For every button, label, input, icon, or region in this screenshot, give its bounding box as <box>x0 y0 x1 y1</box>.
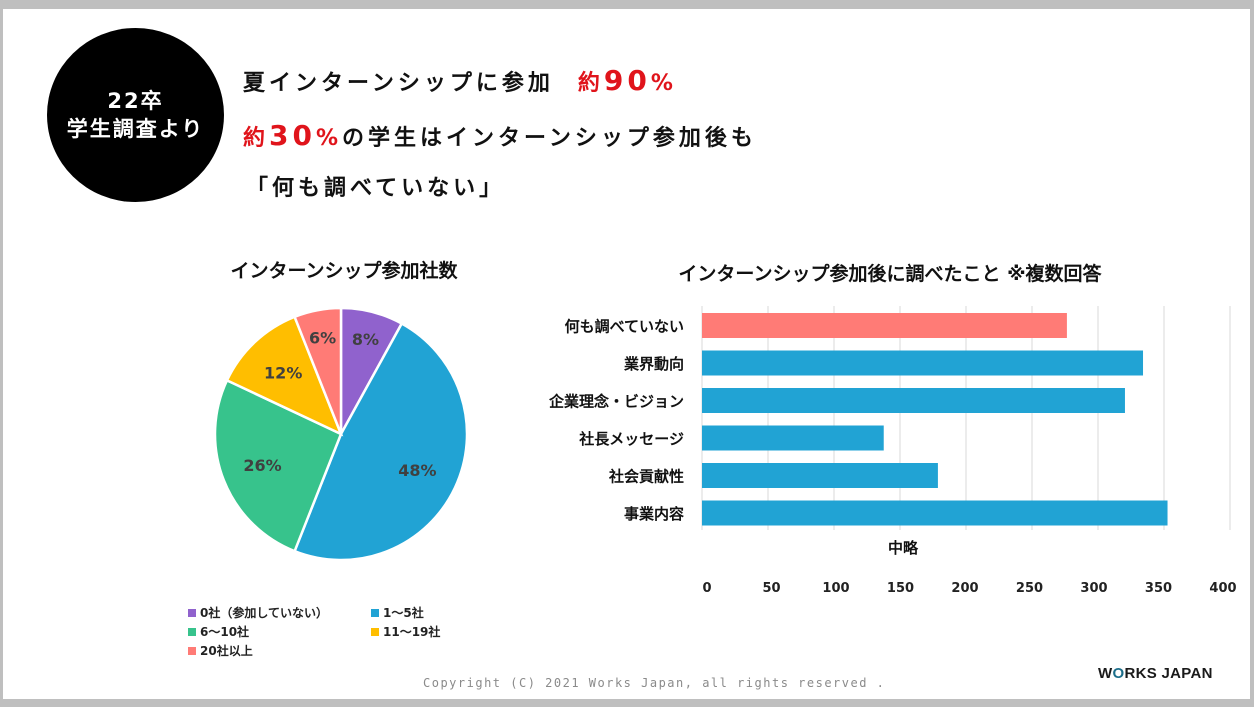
x-tick-label: 0 <box>702 581 711 596</box>
legend-swatch <box>371 608 379 617</box>
pie-data-label: 26% <box>243 456 281 475</box>
pie-data-label: 6% <box>309 328 336 347</box>
pie-slice <box>213 378 343 553</box>
legend-item: 20社以上 <box>188 642 253 659</box>
bar-category-label: 社会貢献性 <box>608 468 684 486</box>
pie-data-label: 8% <box>352 330 379 349</box>
headline-line1-stat: 約90% <box>577 64 677 97</box>
pie-slice <box>292 306 343 435</box>
works-japan-logo: WORKS JAPAN <box>1098 665 1213 682</box>
x-tick-label: 200 <box>951 581 978 596</box>
x-tick-label: 250 <box>1016 581 1043 596</box>
legend-swatch <box>188 608 196 617</box>
headline-line1: 夏インターンシップに参加 約90% <box>243 64 677 97</box>
legend-label: 1〜5社 <box>383 606 424 620</box>
bar <box>702 500 1168 526</box>
legend-swatch <box>188 627 196 636</box>
legend-item: 0社（参加していない） <box>188 604 328 621</box>
bar <box>702 350 1144 376</box>
bar-category-label: 業界動向 <box>623 355 684 373</box>
legend-item: 6〜10社 <box>188 623 249 640</box>
bar-category-label: 事業内容 <box>624 505 684 523</box>
legend-label: 11〜19社 <box>383 625 441 639</box>
legend-label: 0社（参加していない） <box>200 606 328 620</box>
pie-data-label: 48% <box>398 461 436 480</box>
headline-line1-text: 夏インターンシップに参加 <box>243 71 554 96</box>
x-tick-label: 300 <box>1080 581 1107 596</box>
legend-label: 6〜10社 <box>200 625 250 639</box>
legend-item: 1〜5社 <box>371 604 424 621</box>
bar-category-label: 社長メッセージ <box>578 430 684 448</box>
bar <box>702 463 938 488</box>
pie-data-label: 12% <box>264 363 302 382</box>
legend-swatch <box>371 627 379 636</box>
pie-chart-title: インターンシップ参加社数 <box>230 260 458 282</box>
headline-line2-text: の学生はインターンシップ参加後も <box>342 126 757 151</box>
pie-slice <box>225 315 344 437</box>
badge-line1: 22卒 <box>107 89 164 113</box>
copyright-text: Copyright (C) 2021 Works Japan, all righ… <box>423 676 886 690</box>
bar <box>702 425 884 451</box>
pie-slice <box>292 321 469 562</box>
headline-line3: 「何も調べていない」 <box>246 176 506 201</box>
x-tick-label: 100 <box>822 581 849 596</box>
x-tick-label: 150 <box>887 581 914 596</box>
legend-item: 11〜19社 <box>371 623 440 640</box>
legend-swatch <box>188 646 196 655</box>
headline-line2-stat: 約30% <box>243 119 343 152</box>
bar <box>702 388 1125 413</box>
legend-label: 20社以上 <box>200 644 253 658</box>
bar-category-label: 何も調べていない <box>565 318 684 336</box>
headline-line2: 約30%の学生はインターンシップ参加後も <box>243 119 757 152</box>
bar-category-label: 企業理念・ビジョン <box>548 393 684 411</box>
x-tick-label: 350 <box>1145 581 1172 596</box>
x-tick-label: 400 <box>1209 581 1236 596</box>
x-tick-label: 50 <box>762 581 780 596</box>
bar-chart-title: インターンシップ参加後に調べたこと ※複数回答 <box>678 263 1102 285</box>
bar <box>702 313 1067 338</box>
badge-line2: 学生調査より <box>66 117 205 141</box>
survey-badge: 22卒 学生調査より <box>47 28 224 202</box>
axis-break-label: 中略 <box>888 539 919 557</box>
